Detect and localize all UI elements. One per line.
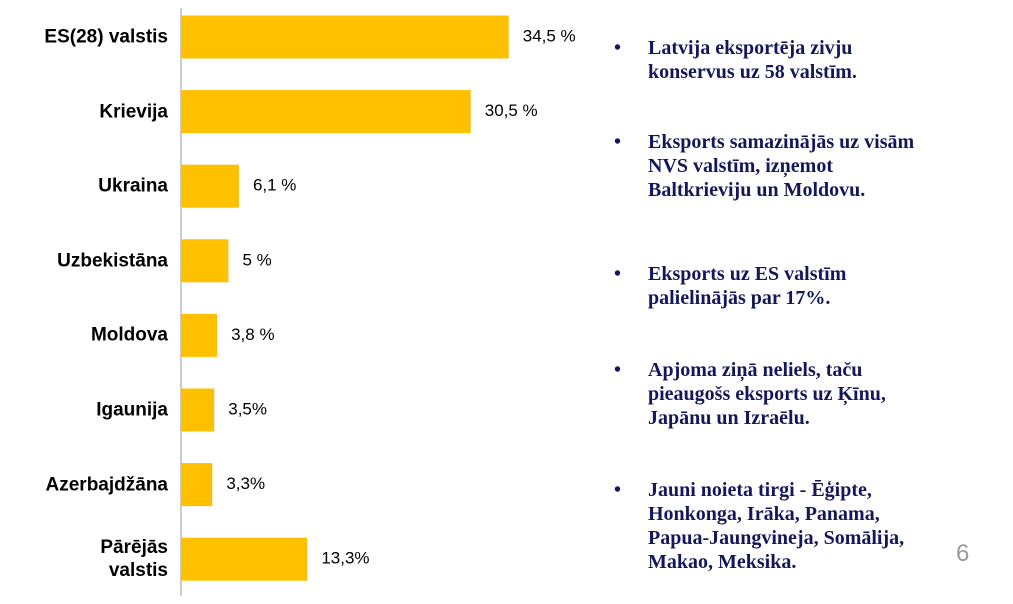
bar bbox=[181, 90, 471, 134]
value-label: 3,8 % bbox=[231, 325, 274, 344]
category-label: ES(28) valstis bbox=[44, 26, 168, 48]
bullet-text: Eksports uz ES valstīm palielinājās par … bbox=[614, 262, 1013, 310]
category-label: Uzbekistāna bbox=[57, 250, 168, 272]
category-label: Pārējās valstis bbox=[100, 537, 168, 582]
bullet-text: Jauni noieta tirgi - Ēģipte, Honkonga, I… bbox=[614, 478, 1013, 574]
bar bbox=[181, 537, 308, 581]
bullet-text: Apjoma ziņā neliels, taču pieaugošs eksp… bbox=[614, 358, 1013, 430]
bar bbox=[181, 313, 218, 357]
bar bbox=[181, 15, 509, 59]
value-label: 3,3% bbox=[226, 474, 265, 493]
category-label: Ukraina bbox=[98, 175, 168, 197]
bar bbox=[181, 239, 229, 283]
value-label: 34,5 % bbox=[523, 26, 576, 45]
value-label: 3,5% bbox=[228, 399, 267, 418]
category-label: Krievija bbox=[99, 101, 168, 123]
value-label: 13,3% bbox=[321, 549, 369, 568]
category-label: Azerbajdžāna bbox=[45, 474, 168, 496]
bar bbox=[181, 164, 239, 208]
category-label: Igaunija bbox=[96, 399, 168, 421]
value-label: 30,5 % bbox=[485, 101, 538, 120]
bullet-text: Eksports samazinājās uz visām NVS valstī… bbox=[614, 130, 1013, 202]
bullet-text: Latvija eksportēja zivju konservus uz 58… bbox=[614, 36, 1013, 84]
category-label: Moldova bbox=[90, 324, 168, 346]
bar bbox=[181, 463, 213, 507]
value-label: 6,1 % bbox=[253, 176, 296, 195]
value-label: 5 % bbox=[243, 250, 272, 269]
bar bbox=[181, 388, 215, 432]
